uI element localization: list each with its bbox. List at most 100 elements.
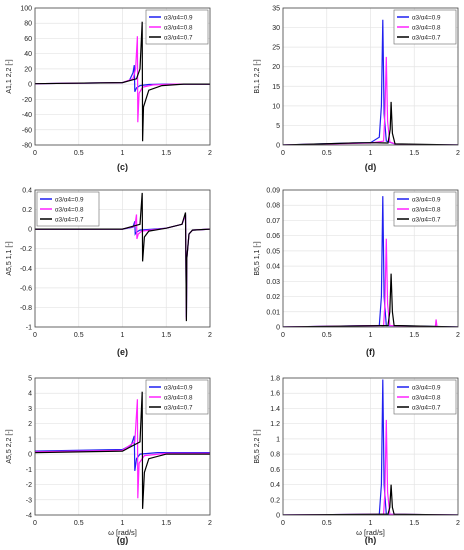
y-tick-label: 5 <box>28 376 32 383</box>
legend-entry: α3/α4=0.8 <box>412 25 441 32</box>
y-tick-label: 15 <box>272 84 280 91</box>
y-tick-label: -40 <box>22 112 32 119</box>
legend-entry: α3/α4=0.7 <box>412 217 441 224</box>
y-tick-label: 5 <box>276 123 280 130</box>
legend-entry: α3/α4=0.7 <box>412 35 441 42</box>
panel-h: 0 0.5 1 1.5 2 0 0.2 0.4 0.6 0.8 1 1.2 1.4 1.6 1.8 B5,5 … <box>254 376 460 546</box>
x-tick-label: 1 <box>369 150 373 157</box>
x-tick-label: 2 <box>456 332 460 339</box>
y-tick-label: 0 <box>276 143 280 150</box>
x-tick-label: 1.5 <box>409 520 419 527</box>
legend-entry: α3/α4=0.8 <box>164 395 193 402</box>
y-tick-label: 0 <box>28 452 32 459</box>
x-tick-label: 0.5 <box>322 332 332 339</box>
y-axis-label: B5,5 2,2 [-] <box>254 429 261 463</box>
y-tick-label: 3 <box>28 406 32 413</box>
y-axis-label: A1,1 2,2 [-] <box>6 59 13 93</box>
x-tick-label: 0.5 <box>74 332 84 339</box>
legend-entry: α3/α4=0.9 <box>412 15 441 22</box>
y-tick-label: 20 <box>24 66 32 73</box>
panel-caption: (e) <box>117 347 128 357</box>
y-tick-label: -0.4 <box>20 266 32 273</box>
x-tick-label: 2 <box>456 520 460 527</box>
y-tick-label: 1.6 <box>270 391 280 398</box>
x-tick-label: 2 <box>208 150 212 157</box>
panel-caption: (f) <box>366 347 375 357</box>
legend-entry: α3/α4=0.7 <box>55 217 84 224</box>
y-tick-label: 0.07 <box>266 218 280 225</box>
y-tick-label: 0 <box>276 325 280 332</box>
series-line-magenta <box>283 238 458 327</box>
x-tick-label: 0 <box>33 150 37 157</box>
y-tick-label: 0 <box>28 82 32 89</box>
panel-caption: (g) <box>117 535 129 545</box>
plot-frame <box>282 377 459 516</box>
y-tick-label: 0.2 <box>22 207 32 214</box>
legend: α3/α4=0.9 α3/α4=0.8 α3/α4=0.7 <box>393 191 457 227</box>
y-tick-label: 0.06 <box>266 233 280 240</box>
panel-caption: (c) <box>117 162 128 172</box>
legend-entry: α3/α4=0.9 <box>412 197 441 204</box>
legend-entry: α3/α4=0.8 <box>55 207 84 214</box>
series-line-black <box>35 21 210 142</box>
x-tick-label: 1 <box>369 332 373 339</box>
legend: α3/α4=0.9 α3/α4=0.8 α3/α4=0.7 <box>145 379 209 415</box>
y-tick-label: 10 <box>272 103 280 110</box>
x-tick-label: 1.5 <box>409 150 419 157</box>
series-line-black <box>35 391 210 509</box>
y-tick-label: 2 <box>28 421 32 428</box>
x-tick-label: 1.5 <box>161 520 171 527</box>
series-line-magenta <box>35 36 210 123</box>
panel-caption: (d) <box>365 162 377 172</box>
x-tick-label: 2 <box>456 150 460 157</box>
y-tick-label: 4 <box>28 391 32 398</box>
y-tick-label: 0.05 <box>266 248 280 255</box>
legend-entry: α3/α4=0.7 <box>412 405 441 412</box>
legend: α3/α4=0.9 α3/α4=0.8 α3/α4=0.7 <box>393 379 457 415</box>
series-line-black <box>283 101 458 145</box>
legend-entry: α3/α4=0.7 <box>164 35 193 42</box>
y-tick-label: -3 <box>26 497 32 504</box>
series-line-magenta <box>35 399 210 499</box>
x-tick-label: 1.5 <box>161 150 171 157</box>
y-tick-label: -2 <box>26 482 32 489</box>
y-tick-label: 0.4 <box>22 188 32 195</box>
y-tick-label: 1 <box>276 436 280 443</box>
plot-frame <box>282 7 459 146</box>
x-tick-label: 0.5 <box>74 520 84 527</box>
plot-frame <box>34 189 211 328</box>
y-tick-label: 80 <box>24 21 32 28</box>
y-tick-label: -0.2 <box>20 246 32 253</box>
y-tick-label: 0.6 <box>270 467 280 474</box>
y-tick-label: 0.02 <box>266 294 280 301</box>
plot-frame <box>282 189 459 328</box>
x-tick-label: 1 <box>369 520 373 527</box>
y-tick-label: 1.8 <box>270 376 280 383</box>
x-tick-label: 2 <box>208 332 212 339</box>
panel-g: 0 0.5 1 1.5 2 -4 -3 -2 -1 0 1 2 3 4 5 A5,5 2,2 [-] ω [ra… <box>6 376 212 546</box>
series-line-black <box>35 192 210 322</box>
x-tick-label: 0 <box>33 332 37 339</box>
y-tick-label: 1.4 <box>270 406 280 413</box>
y-axis-label: A5,5 1,1 [-] <box>6 241 13 275</box>
y-tick-label: -0.6 <box>20 285 32 292</box>
panel-c: 0 0.5 1 1.5 2 -80 -60 -40 -20 0 20 40 60 80 100 A1,1 2,… <box>6 6 212 173</box>
y-tick-label: 60 <box>24 36 32 43</box>
y-tick-label: 0.04 <box>266 264 280 271</box>
legend-entry: α3/α4=0.8 <box>164 25 193 32</box>
y-tick-label: 0.8 <box>270 452 280 459</box>
x-tick-label: 0 <box>281 150 285 157</box>
y-tick-label: -1 <box>26 325 32 332</box>
series-line-black <box>283 484 458 515</box>
y-tick-label: 0.08 <box>266 203 280 210</box>
y-tick-label: -0.8 <box>20 305 32 312</box>
panel-caption: (h) <box>365 535 377 545</box>
x-tick-label: 0 <box>281 332 285 339</box>
y-tick-label: 0.03 <box>266 279 280 286</box>
y-tick-label: 35 <box>272 6 280 13</box>
y-axis-label: B1,1 2,2 [-] <box>254 59 261 93</box>
y-tick-label: 0.01 <box>266 309 280 316</box>
legend: α3/α4=0.9 α3/α4=0.8 α3/α4=0.7 <box>393 9 457 45</box>
